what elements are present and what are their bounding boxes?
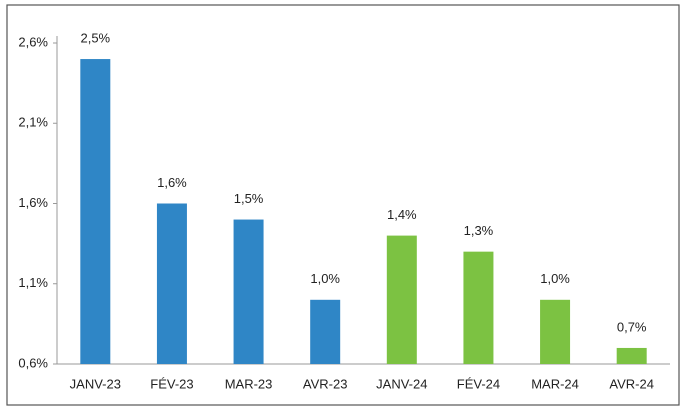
bar (80, 59, 111, 365)
bar (540, 299, 571, 364)
x-tick-label: FÉV-23 (150, 376, 193, 391)
bar (310, 299, 341, 364)
y-tick-label: 1,1% (18, 275, 48, 290)
x-tick-label: MAR-24 (531, 376, 579, 391)
value-label: 1,5% (234, 191, 264, 206)
bar (156, 203, 187, 364)
y-tick-label: 0,6% (18, 355, 48, 370)
value-label: 1,4% (387, 207, 417, 222)
value-label: 1,6% (157, 175, 187, 190)
y-tick-label: 2,1% (18, 115, 48, 130)
value-label: 1,0% (540, 271, 570, 286)
value-label: 1,3% (464, 223, 494, 238)
bar (233, 219, 264, 364)
value-label: 1,0% (310, 271, 340, 286)
value-label: 2,5% (80, 30, 110, 45)
x-tick-label: MAR-23 (225, 376, 273, 391)
x-tick-label: FÉV-24 (457, 376, 500, 391)
bar (386, 235, 417, 364)
x-tick-label: AVR-23 (303, 376, 348, 391)
value-label: 0,7% (617, 319, 647, 334)
x-tick-label: JANV-23 (70, 376, 121, 391)
y-tick-label: 2,6% (18, 34, 48, 49)
x-tick-label: AVR-24 (609, 376, 654, 391)
bar (463, 251, 494, 364)
bar (616, 347, 647, 364)
x-tick-label: JANV-24 (376, 376, 427, 391)
y-tick-label: 1,6% (18, 195, 48, 210)
